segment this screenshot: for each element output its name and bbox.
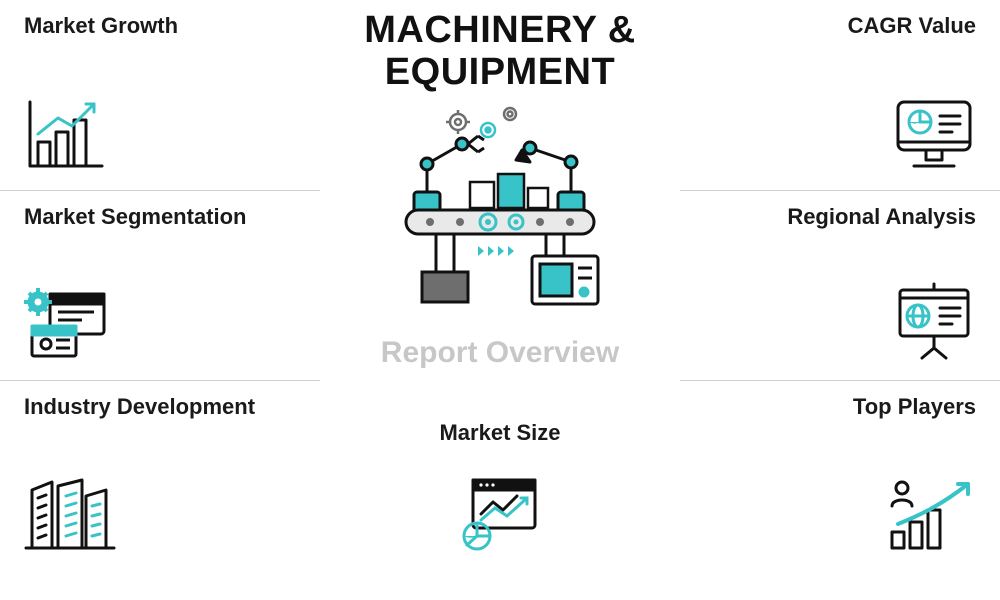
market-size-icon (455, 474, 545, 554)
card-title: Market Segmentation (24, 205, 296, 229)
right-column: CAGR Value (680, 0, 1000, 600)
main-title: MACHINERY & EQUIPMENT (320, 0, 680, 94)
top-players-icon (884, 476, 976, 552)
card-market-segmentation: Market Segmentation (0, 190, 320, 380)
card-industry-development: Industry Development (0, 380, 320, 570)
card-title: CAGR Value (704, 14, 976, 38)
card-top-players: Top Players (680, 380, 1000, 570)
card-title: Industry Development (24, 395, 296, 419)
card-title: Market Size (320, 420, 680, 446)
buildings-icon (24, 476, 116, 552)
card-title: Market Growth (24, 14, 296, 38)
center-hero: MACHINERY & EQUIPMENT (320, 0, 680, 420)
card-market-growth: Market Growth (0, 0, 320, 190)
infographic-root: Market Growth Market Segmenta (0, 0, 1000, 600)
segmentation-icon (24, 284, 116, 362)
card-regional-analysis: Regional Analysis (680, 190, 1000, 380)
left-column: Market Growth Market Segmenta (0, 0, 320, 600)
card-title: Top Players (704, 395, 976, 419)
monitor-pie-icon (892, 94, 976, 172)
growth-chart-icon (24, 96, 106, 172)
card-market-size: Market Size (320, 415, 680, 600)
machinery-illustration-icon (370, 104, 630, 334)
card-cagr-value: CAGR Value (680, 0, 1000, 190)
card-title: Regional Analysis (704, 205, 976, 229)
main-title-line1: MACHINERY & (364, 9, 636, 51)
main-title-line2: EQUIPMENT (385, 51, 615, 93)
subtitle: Report Overview (320, 336, 680, 370)
presentation-globe-icon (892, 280, 976, 362)
